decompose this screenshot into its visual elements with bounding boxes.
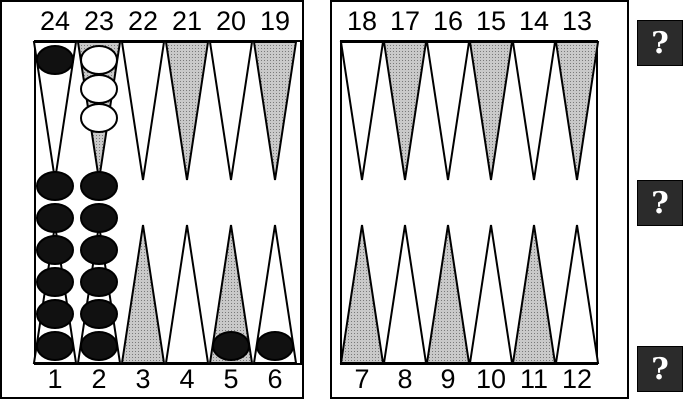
point-16[interactable]	[425, 41, 471, 181]
point-7[interactable]	[339, 224, 385, 364]
point-14[interactable]	[511, 41, 557, 181]
point-number-8: 8	[397, 364, 413, 394]
point-number-13: 13	[561, 6, 593, 36]
point-number-21: 21	[171, 6, 203, 36]
question-mark-icon: ?	[651, 25, 669, 61]
point-number-22: 22	[127, 6, 159, 36]
point-3[interactable]	[120, 224, 166, 364]
white-checker[interactable]	[80, 103, 118, 133]
help-button-bottom[interactable]: ?	[637, 346, 683, 392]
point-5[interactable]	[208, 224, 254, 364]
point-number-16: 16	[432, 6, 464, 36]
black-checker[interactable]	[80, 267, 118, 297]
point-13[interactable]	[554, 41, 600, 181]
point-number-1: 1	[47, 364, 63, 394]
point-number-15: 15	[475, 6, 507, 36]
black-checker[interactable]	[80, 203, 118, 233]
white-checker[interactable]	[80, 74, 118, 104]
help-button-top[interactable]: ?	[637, 20, 683, 66]
point-number-17: 17	[389, 6, 421, 36]
point-20[interactable]	[208, 41, 254, 181]
point-4[interactable]	[164, 224, 210, 364]
point-number-23: 23	[83, 6, 115, 36]
black-checker[interactable]	[80, 235, 118, 265]
black-checker[interactable]	[36, 235, 74, 265]
black-checker[interactable]	[212, 331, 250, 361]
point-number-18: 18	[346, 6, 378, 36]
question-mark-icon: ?	[651, 185, 669, 221]
point-number-7: 7	[354, 364, 370, 394]
point-8[interactable]	[382, 224, 428, 364]
point-number-20: 20	[215, 6, 247, 36]
black-checker[interactable]	[256, 331, 294, 361]
point-number-2: 2	[91, 364, 107, 394]
black-checker[interactable]	[36, 267, 74, 297]
black-checker[interactable]	[36, 45, 74, 75]
black-checker[interactable]	[80, 171, 118, 201]
board-points-layer	[32, 41, 600, 364]
point-number-19: 19	[259, 6, 291, 36]
black-checker[interactable]	[36, 171, 74, 201]
point-22[interactable]	[120, 41, 166, 181]
point-17[interactable]	[382, 41, 428, 181]
black-checker[interactable]	[36, 299, 74, 329]
point-18[interactable]	[339, 41, 385, 181]
help-button-middle[interactable]: ?	[637, 180, 683, 226]
point-21[interactable]	[164, 41, 210, 181]
point-9[interactable]	[425, 224, 471, 364]
board-bar[interactable]	[302, 0, 332, 399]
question-mark-icon: ?	[651, 351, 669, 387]
black-checker[interactable]	[36, 331, 74, 361]
point-number-12: 12	[561, 364, 593, 394]
point-number-10: 10	[475, 364, 507, 394]
point-6[interactable]	[252, 224, 298, 364]
point-number-6: 6	[267, 364, 283, 394]
point-11[interactable]	[511, 224, 557, 364]
point-number-5: 5	[223, 364, 239, 394]
point-number-4: 4	[179, 364, 195, 394]
point-number-14: 14	[518, 6, 550, 36]
point-10[interactable]	[468, 224, 514, 364]
point-15[interactable]	[468, 41, 514, 181]
point-number-24: 24	[39, 6, 71, 36]
white-checker[interactable]	[80, 45, 118, 75]
black-checker[interactable]	[80, 299, 118, 329]
point-number-3: 3	[135, 364, 151, 394]
black-checker[interactable]	[36, 203, 74, 233]
black-checker[interactable]	[80, 331, 118, 361]
point-12[interactable]	[554, 224, 600, 364]
point-number-9: 9	[440, 364, 456, 394]
point-24[interactable]	[32, 41, 78, 181]
point-19[interactable]	[252, 41, 298, 181]
point-number-11: 11	[519, 364, 549, 394]
right-board-area	[340, 40, 598, 365]
